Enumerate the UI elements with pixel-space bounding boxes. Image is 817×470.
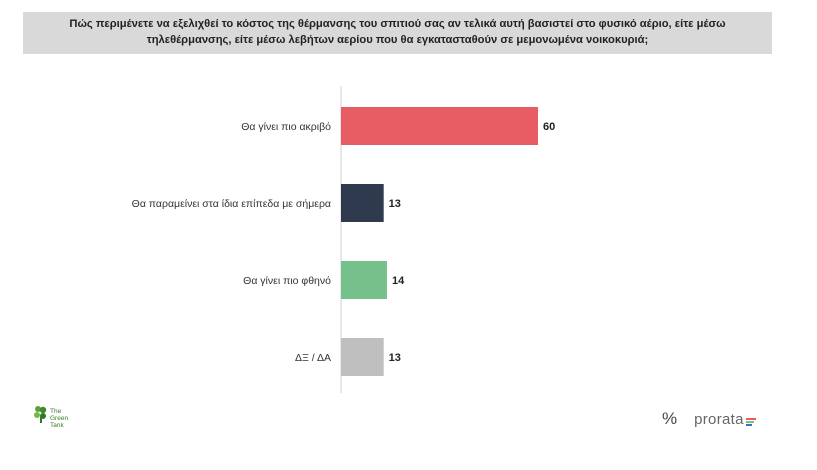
category-label: Θα παραμείνει στα ίδια επίπεδα με σήμερα (132, 198, 331, 210)
logo-text-line: Green (50, 415, 69, 422)
prorata-bars-icon (745, 412, 756, 426)
value-label: 13 (389, 352, 401, 364)
bar (341, 338, 384, 376)
bar-chart: Θα γίνει πιο ακριβό 60 Θα παραμείνει στα ί… (132, 86, 555, 393)
prorata-logo: % prorata (662, 409, 756, 429)
percent-symbol: % (662, 409, 678, 428)
question-header: Πώς περιμένετε να εξελιχθεί το κόστος τη… (23, 12, 772, 54)
green-tank-logo: The Green Tank (33, 405, 93, 435)
bar (341, 261, 387, 299)
value-label: 14 (392, 275, 405, 287)
prorata-wordmark: prorata (694, 410, 744, 428)
logo-text-line: Tank (50, 422, 64, 429)
value-label: 13 (389, 198, 401, 210)
bar (341, 107, 538, 145)
category-label: ΔΞ / ΔΑ (295, 352, 331, 364)
category-label: Θα γίνει πιο φθηνό (243, 275, 331, 287)
question-text: Πώς περιμένετε να εξελιχθεί το κόστος τη… (69, 18, 726, 46)
green-tank-leaf-icon (34, 406, 47, 423)
logo-text-line: The (50, 408, 62, 415)
category-label: Θα γίνει πιο ακριβό (241, 121, 331, 133)
bar (341, 184, 384, 222)
value-label: 60 (543, 121, 555, 133)
